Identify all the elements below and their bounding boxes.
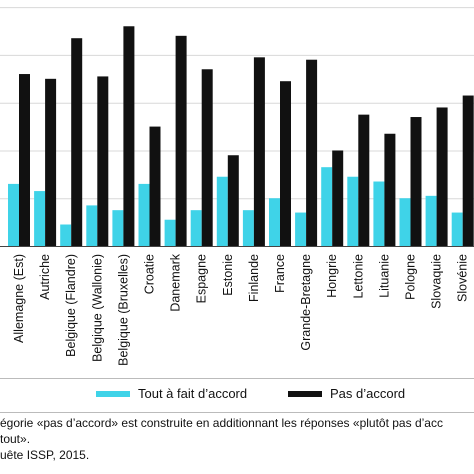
- category-label: Lettonie: [351, 254, 365, 299]
- bar-tout-a-fait: [164, 219, 176, 246]
- bar-tout-a-fait: [242, 210, 254, 246]
- bar-tout-a-fait: [86, 205, 98, 246]
- bar-tout-a-fait: [321, 167, 333, 246]
- category-label: Danemark: [169, 253, 183, 311]
- bar-pas-accord: [149, 126, 161, 246]
- footnote-line-3: uête ISSP, 2015.: [0, 448, 90, 462]
- bar-pas-accord: [436, 107, 448, 246]
- legend-item-pas-accord: Pas d’accord: [288, 386, 405, 401]
- category-label: Lituanie: [377, 254, 391, 298]
- bar-pas-accord: [410, 117, 422, 246]
- category-label: Belgique (Flandre): [64, 254, 78, 357]
- category-label: Slovénie: [456, 254, 470, 302]
- category-label: Croatie: [143, 254, 157, 294]
- bar-pas-accord: [227, 155, 239, 246]
- legend-item-tout-a-fait: Tout à fait d’accord: [96, 386, 247, 401]
- category-label: Slovaquie: [430, 254, 444, 309]
- footnote-line-1: égorie «pas d’accord» est construite en …: [0, 416, 443, 430]
- bar-tout-a-fait: [216, 176, 228, 246]
- bar-tout-a-fait: [138, 183, 150, 246]
- legend-swatch-black: [288, 390, 322, 397]
- bar-pas-accord: [175, 35, 187, 246]
- category-label: Belgique (Wallonie): [90, 254, 104, 362]
- category-label: Autriche: [38, 254, 52, 300]
- category-label: Espagne: [195, 254, 209, 303]
- category-label: Belgique (Bruxelles): [116, 254, 130, 366]
- category-label: Pologne: [404, 254, 418, 300]
- legend-label-pas-accord: Pas d’accord: [330, 386, 406, 401]
- bar-tout-a-fait: [295, 212, 307, 246]
- bar-pas-accord: [358, 114, 370, 246]
- category-label: France: [273, 254, 287, 293]
- bar-tout-a-fait: [425, 195, 437, 246]
- category-label: Hongrie: [325, 254, 339, 298]
- bar-tout-a-fait: [399, 198, 411, 246]
- bar-tout-a-fait: [451, 212, 463, 246]
- bar-tout-a-fait: [269, 198, 280, 246]
- bar-pas-accord: [306, 59, 318, 246]
- legend-label-tout-a-fait: Tout à fait d’accord: [138, 386, 248, 401]
- bar-pas-accord: [384, 133, 396, 246]
- category-label: Estonie: [221, 254, 235, 296]
- bar-tout-a-fait: [60, 224, 72, 246]
- bar-tout-a-fait: [190, 210, 202, 246]
- bar-pas-accord: [71, 38, 83, 246]
- legend: Tout à fait d’accord Pas d’accord: [0, 386, 474, 406]
- bar-pas-accord: [97, 76, 109, 246]
- legend-swatch-cyan: [96, 390, 130, 397]
- bar-pas-accord: [45, 78, 57, 246]
- bar-pas-accord: [462, 95, 474, 246]
- bar-pas-accord: [123, 26, 135, 246]
- category-label: Allemagne (Est): [12, 254, 26, 343]
- bar-pas-accord: [19, 74, 30, 246]
- bar-pas-accord: [201, 69, 213, 246]
- footnote-line-2: tout».: [0, 432, 31, 446]
- category-label: Grande-Bretagne: [299, 254, 313, 351]
- bar-tout-a-fait: [373, 181, 385, 246]
- bar-tout-a-fait: [34, 191, 46, 246]
- bar-pas-accord: [253, 57, 265, 246]
- category-label: Finlande: [247, 254, 261, 302]
- legend-divider-top: [0, 378, 474, 379]
- bar-tout-a-fait: [112, 210, 124, 246]
- bar-chart: Allemagne (Est) Autriche Belgique (Flandre…: [0, 7, 474, 366]
- bar-tout-a-fait: [8, 183, 19, 246]
- bar-tout-a-fait: [347, 176, 359, 246]
- bar-pas-accord: [280, 81, 291, 246]
- legend-divider-bottom: [0, 412, 474, 413]
- bar-pas-accord: [332, 150, 344, 246]
